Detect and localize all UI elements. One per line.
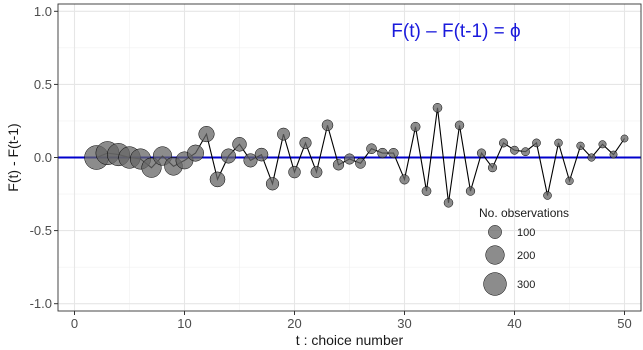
data-point bbox=[487, 163, 498, 173]
data-point bbox=[576, 141, 585, 150]
y-tick-label: -0.5 bbox=[30, 223, 52, 238]
legend-title: No. observations bbox=[479, 206, 569, 220]
y-tick-label: -1.0 bbox=[30, 296, 52, 311]
data-point bbox=[443, 198, 454, 208]
x-tick-label: 30 bbox=[397, 316, 411, 331]
annotation: F(t) – F(t-1) = ϕ bbox=[391, 21, 520, 42]
data-point bbox=[265, 177, 280, 191]
x-tick-label: 40 bbox=[507, 316, 521, 331]
legend: No. observations 100 200 300 bbox=[479, 206, 569, 296]
data-point bbox=[499, 138, 508, 148]
legend-label: 300 bbox=[517, 279, 535, 291]
data-point bbox=[243, 153, 258, 168]
data-point bbox=[454, 120, 465, 130]
data-point bbox=[254, 147, 269, 162]
data-point bbox=[532, 138, 541, 148]
y-axis: 1.0 0.5 0.0 -0.5 -1.0 bbox=[30, 4, 58, 311]
data-point bbox=[388, 148, 399, 159]
data-point bbox=[510, 145, 519, 155]
x-tick-label: 20 bbox=[287, 316, 301, 331]
data-point bbox=[344, 153, 355, 165]
data-point bbox=[432, 103, 443, 113]
data-point bbox=[209, 171, 226, 188]
data-point bbox=[321, 119, 334, 132]
x-tick-label: 10 bbox=[177, 316, 191, 331]
y-tick-label: 0.5 bbox=[34, 77, 52, 92]
legend-label: 100 bbox=[517, 227, 535, 239]
data-point bbox=[187, 144, 204, 162]
x-tick-label: 0 bbox=[71, 316, 78, 331]
data-point bbox=[288, 165, 301, 179]
data-point bbox=[465, 186, 476, 196]
data-point bbox=[221, 148, 236, 164]
data-point bbox=[521, 147, 530, 157]
data-point bbox=[609, 150, 618, 159]
legend-key bbox=[485, 245, 505, 265]
points-group bbox=[84, 103, 629, 208]
data-point bbox=[299, 136, 312, 149]
data-point bbox=[554, 138, 563, 148]
data-point bbox=[565, 176, 574, 186]
data-point bbox=[543, 191, 552, 200]
data-point bbox=[410, 121, 421, 132]
data-point bbox=[355, 157, 366, 169]
y-tick-label: 0.0 bbox=[34, 150, 52, 165]
data-point bbox=[598, 140, 607, 149]
data-point bbox=[198, 126, 215, 143]
data-point bbox=[476, 148, 487, 158]
data-point bbox=[377, 147, 388, 159]
data-point bbox=[310, 166, 323, 178]
data-point bbox=[399, 174, 410, 185]
y-tick-label: 1.0 bbox=[34, 4, 52, 19]
data-point bbox=[366, 143, 377, 154]
legend-key bbox=[483, 272, 507, 296]
legend-label: 200 bbox=[517, 250, 535, 262]
data-point bbox=[620, 134, 629, 143]
data-point bbox=[277, 127, 290, 141]
data-point bbox=[232, 137, 247, 152]
x-tick-label: 50 bbox=[617, 316, 631, 331]
y-axis-title: F(t) - F(t-1) bbox=[5, 123, 21, 191]
x-axis: 0 10 20 30 40 50 bbox=[71, 311, 632, 331]
x-axis-title: t : choice number bbox=[296, 332, 404, 348]
legend-key bbox=[488, 225, 502, 239]
data-point bbox=[332, 159, 345, 171]
data-point bbox=[587, 153, 596, 162]
data-point bbox=[421, 186, 432, 196]
